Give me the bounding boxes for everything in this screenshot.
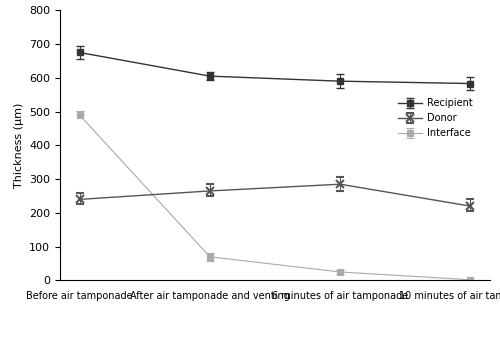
Y-axis label: Thickness (μm): Thickness (μm) — [14, 103, 24, 188]
Legend: Recipient, Donor, Interface: Recipient, Donor, Interface — [394, 95, 476, 142]
